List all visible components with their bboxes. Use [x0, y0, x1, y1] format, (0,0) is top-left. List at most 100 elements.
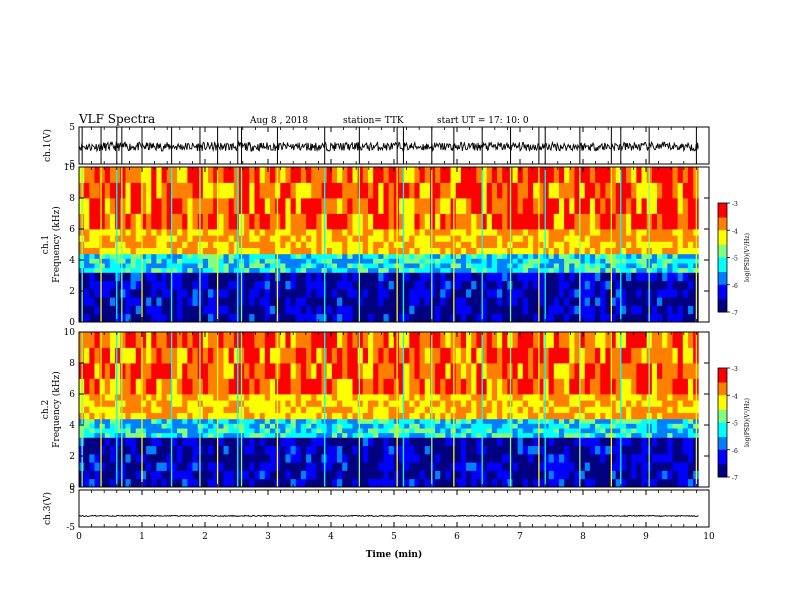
spectrogram-cell	[466, 432, 472, 438]
spectrogram-cell	[125, 418, 132, 424]
spectrogram-cell	[564, 394, 570, 401]
spectrogram-cell	[218, 453, 224, 463]
spectrogram-cell	[584, 470, 591, 480]
spectrogram-cell	[626, 453, 632, 463]
spectrogram-cell	[517, 213, 524, 230]
spectrogram-cell	[502, 332, 508, 348]
spectrogram-cell	[306, 213, 312, 230]
spectrogram-cell	[316, 462, 322, 471]
spectrogram-cell	[414, 288, 421, 298]
colorbar-swatch	[718, 431, 727, 434]
spectrogram-cell	[491, 182, 498, 199]
spectrogram-cell	[269, 478, 276, 488]
spectrogram-cell	[182, 400, 188, 407]
spectrogram-cell	[533, 470, 539, 480]
spectrogram-cell	[579, 198, 586, 214]
spectrogram-cell	[84, 432, 90, 438]
spectrogram-cell	[109, 297, 116, 306]
colorbar-swatch	[718, 398, 727, 402]
spectrogram-cell	[316, 394, 322, 401]
spectrogram-cell	[584, 432, 591, 438]
spectrogram-cell	[104, 198, 111, 214]
spectrogram-cell	[94, 258, 101, 264]
spectrogram-cell	[626, 347, 632, 364]
spectrogram-cell	[342, 247, 348, 255]
spectrogram-cell	[202, 332, 209, 348]
spectrogram-cell	[682, 332, 689, 348]
spectrogram-cell	[687, 272, 694, 282]
spectrogram-cell	[326, 241, 333, 248]
spectrogram-cell	[368, 247, 374, 255]
spectrogram-cell	[440, 347, 446, 364]
spectrogram-cell	[352, 406, 359, 413]
spectrogram-cell	[202, 347, 209, 364]
spectrogram-cell	[166, 241, 173, 248]
spectrogram-cell	[140, 332, 147, 348]
spectrogram-cell	[388, 305, 395, 315]
spectrogram-cell	[398, 288, 405, 298]
spectrogram-cell	[368, 412, 374, 420]
spectrogram-cell	[352, 432, 359, 438]
spectrogram-cell	[409, 213, 415, 230]
spectrogram-cell	[517, 305, 524, 315]
spectrogram-cell	[667, 400, 673, 407]
spectrogram-cell	[244, 453, 250, 463]
spectrogram-cell	[435, 462, 441, 471]
spectrogram-cell	[481, 272, 488, 282]
spectrogram-cell	[99, 280, 106, 290]
spectrogram-cell	[533, 182, 539, 199]
spectrogram-cell	[404, 235, 410, 242]
spectrogram-cell	[156, 332, 162, 348]
spectrogram-cell	[213, 400, 219, 407]
spectrogram-cell	[574, 258, 580, 264]
spectrogram-cell	[218, 182, 224, 199]
spectrogram-cell	[218, 247, 224, 255]
spectrogram-cell	[362, 247, 369, 255]
x-tick-label: 4	[328, 532, 334, 542]
spectrogram-cell	[564, 247, 570, 255]
spectrogram-cell	[89, 267, 95, 273]
spectrogram-cell	[244, 313, 250, 323]
colorbar-swatch	[718, 242, 727, 246]
spectrogram-cell	[115, 229, 121, 236]
spectrogram-cell	[476, 182, 482, 199]
spectrogram-cell	[579, 412, 586, 420]
spectrogram-cell	[610, 378, 617, 395]
spectrogram-cell	[615, 470, 622, 480]
spectrogram-cell	[481, 363, 488, 379]
spectrogram-cell	[223, 229, 230, 236]
spectrogram-cell	[254, 453, 261, 463]
spectrogram-cell	[424, 313, 431, 323]
spectrogram-cell	[600, 332, 606, 348]
spectrogram-cell	[368, 313, 374, 323]
spectrogram-cell	[306, 235, 312, 242]
colorbar-swatch	[718, 259, 727, 262]
spectrogram-cell	[543, 400, 550, 407]
colorbar-swatch	[718, 435, 727, 438]
spectrogram-cell	[352, 332, 359, 348]
spectrogram-cell	[517, 437, 524, 447]
spectrogram-cell	[517, 406, 524, 413]
spectrogram-cell	[626, 478, 632, 488]
colorbar-swatch	[718, 462, 727, 465]
spectrogram-cell	[125, 453, 132, 463]
spectrogram-cell	[259, 432, 266, 438]
spectrogram-cell	[497, 445, 503, 455]
spectrogram-cell	[244, 247, 250, 255]
spectrogram-cell	[610, 423, 617, 429]
spectrogram-cell	[285, 167, 291, 183]
spectrogram-cell	[233, 280, 240, 290]
spectrogram-cell	[574, 297, 580, 306]
spectrogram-cell	[311, 198, 317, 214]
spectrogram-cell	[259, 288, 266, 298]
spectrogram-cell	[589, 418, 596, 424]
colorbar-swatch	[718, 427, 727, 431]
spectrogram-cell	[460, 406, 467, 413]
spectrogram-cell	[208, 453, 214, 463]
spectrogram-cell	[424, 423, 431, 429]
colorbar-swatch	[718, 475, 727, 478]
spectrogram-cell	[115, 406, 121, 413]
spectrogram-cell	[502, 280, 508, 290]
spectrogram-cell	[672, 445, 679, 455]
spectrogram-cell	[440, 213, 446, 230]
